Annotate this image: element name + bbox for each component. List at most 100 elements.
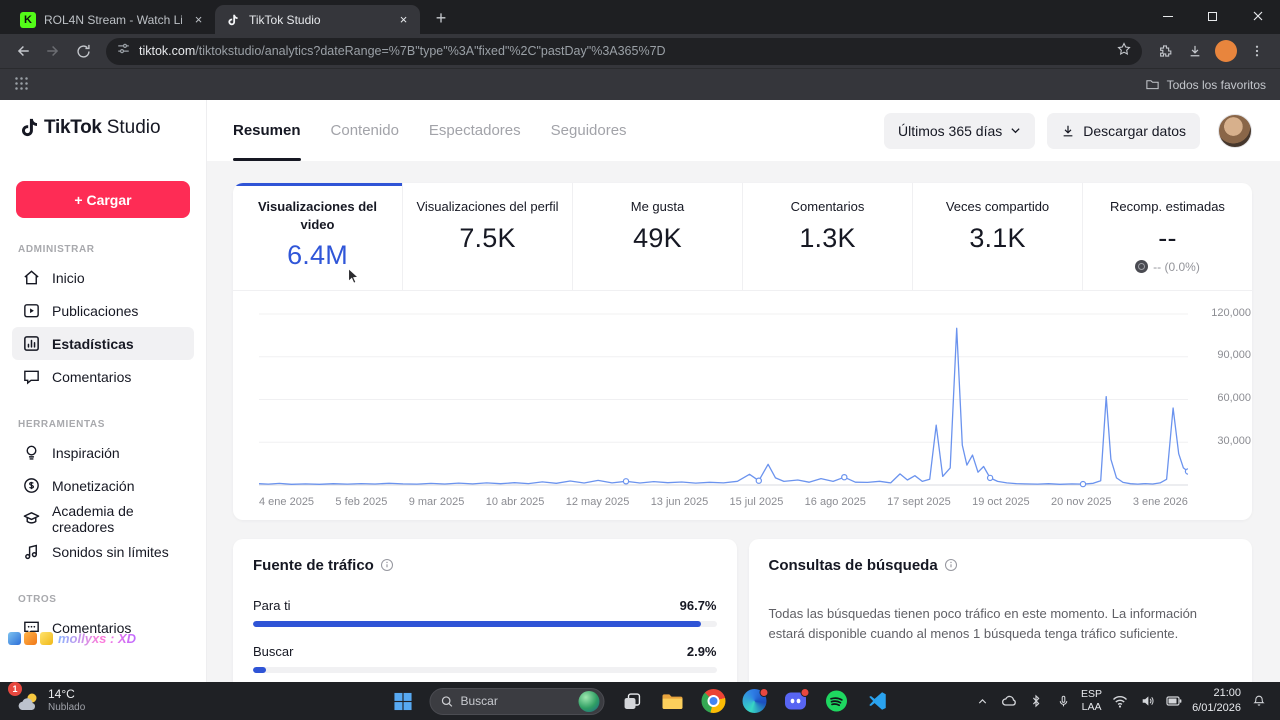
browser-menu-icon[interactable]	[1244, 38, 1270, 64]
tiktok-studio-logo[interactable]: TikTok Studio	[18, 116, 190, 139]
browser-profile-avatar[interactable]	[1215, 40, 1237, 62]
start-button[interactable]	[389, 687, 417, 715]
task-view-button[interactable]	[618, 687, 646, 715]
url-bar[interactable]: tiktok.com/tiktokstudio/analytics?dateRa…	[106, 38, 1142, 65]
notification-badge-dot	[760, 688, 769, 697]
info-icon[interactable]	[380, 558, 394, 572]
metric-card-shares[interactable]: Veces compartido 3.1K	[912, 183, 1082, 290]
academy-icon	[21, 509, 41, 529]
tray-expand-icon[interactable]	[973, 687, 991, 715]
extensions-icon[interactable]	[1152, 38, 1178, 64]
chevron-down-icon	[1010, 125, 1021, 136]
x-axis-ticks: 4 ene 2025 5 feb 2025 9 mar 2025 10 abr …	[259, 496, 1188, 508]
sidebar-item-monetizacion[interactable]: Monetización	[12, 469, 194, 502]
back-button[interactable]	[10, 38, 36, 64]
sidebar-item-sonidos[interactable]: Sonidos sin límites	[12, 535, 194, 568]
home-icon	[21, 268, 41, 288]
tab-seguidores[interactable]: Seguidores	[551, 100, 627, 161]
download-data-button[interactable]: Descargar datos	[1047, 113, 1200, 149]
x-axis-tick: 19 oct 2025	[972, 496, 1030, 508]
watermark-emoji-3	[40, 632, 53, 645]
bookmark-star-icon[interactable]	[1116, 41, 1132, 62]
window-minimize-button[interactable]	[1145, 0, 1190, 32]
discord-app-button[interactable]	[782, 687, 810, 715]
traffic-value: 96.7%	[680, 598, 717, 613]
taskbar-clock[interactable]: 21:00 6/01/2026	[1192, 686, 1241, 716]
sidebar-item-label: Publicaciones	[52, 303, 138, 319]
microphone-icon[interactable]	[1054, 687, 1072, 715]
chrome-app-button[interactable]	[700, 687, 728, 715]
x-axis-tick: 20 nov 2025	[1051, 496, 1112, 508]
sidebar-item-inspiracion[interactable]: Inspiración	[12, 436, 194, 469]
site-settings-icon[interactable]	[116, 41, 131, 61]
tab-espectadores[interactable]: Espectadores	[429, 100, 521, 161]
new-tab-button[interactable]: +	[428, 5, 454, 31]
traffic-row-buscar[interactable]: Buscar 2.9%	[253, 644, 717, 659]
metric-card-comments[interactable]: Comentarios 1.3K	[742, 183, 912, 290]
tab-contenido[interactable]: Contenido	[331, 100, 399, 161]
forward-button[interactable]	[40, 38, 66, 64]
traffic-source-card: Fuente de tráfico Para ti 96.7% Buscar 2…	[233, 539, 737, 682]
browser-tabstrip: K ROL4N Stream - Watch Live on × TikTok …	[0, 0, 1280, 34]
edge-app-button[interactable]	[741, 687, 769, 715]
traffic-label: Para ti	[253, 598, 291, 613]
info-icon[interactable]	[944, 558, 958, 572]
bookmarks-bar: Todos los favoritos	[0, 68, 1280, 100]
metric-label: Visualizaciones del perfil	[409, 198, 566, 216]
windows-logo-icon	[393, 692, 412, 711]
views-line-chart[interactable]: 120,000 90,000 60,000 30,000 4 ene 2025 …	[233, 291, 1252, 520]
search-label: Buscar	[461, 694, 572, 708]
sidebar-item-inicio[interactable]: Inicio	[12, 261, 194, 294]
browser-tab-tiktok-studio[interactable]: TikTok Studio ×	[215, 5, 420, 34]
browser-tab-kick[interactable]: K ROL4N Stream - Watch Live on ×	[10, 5, 215, 34]
sidebar-item-publicaciones[interactable]: Publicaciones	[12, 294, 194, 327]
notification-bell-icon[interactable]	[1250, 687, 1268, 715]
analytics-header: Resumen Contenido Espectadores Seguidore…	[207, 100, 1280, 161]
sidebar-item-estadisticas[interactable]: Estadísticas	[12, 327, 194, 360]
search-highlight-image[interactable]	[579, 691, 600, 712]
apps-grid-icon[interactable]	[14, 76, 29, 94]
traffic-source-title: Fuente de tráfico	[253, 557, 374, 574]
language-indicator[interactable]: ESP LAA	[1081, 688, 1102, 714]
metric-card-likes[interactable]: Me gusta 49K	[572, 183, 742, 290]
volume-icon[interactable]	[1138, 687, 1156, 715]
sidebar-item-academia[interactable]: Academia de creadores	[12, 502, 194, 535]
all-bookmarks-button[interactable]: Todos los favoritos	[1145, 77, 1266, 92]
section-label-administrar: ADMINISTRAR	[18, 244, 188, 255]
metric-label: Visualizaciones del video	[257, 198, 379, 233]
metric-value: 1.3K	[749, 223, 906, 254]
taskbar-weather-widget[interactable]: 1 14°C Nublado	[10, 685, 91, 717]
bluetooth-icon[interactable]	[1027, 687, 1045, 715]
tab-close-icon[interactable]: ×	[190, 11, 207, 28]
battery-icon[interactable]	[1165, 687, 1183, 715]
tab-close-icon[interactable]: ×	[395, 11, 412, 28]
metric-card-video-views[interactable]: Visualizaciones del video 6.4M	[233, 183, 402, 290]
reload-button[interactable]	[70, 38, 96, 64]
chart-plot[interactable]	[259, 309, 1188, 489]
metric-card-profile-views[interactable]: Visualizaciones del perfil 7.5K	[402, 183, 572, 290]
sidebar-item-comentarios[interactable]: Comentarios	[12, 360, 194, 393]
traffic-row-para-ti[interactable]: Para ti 96.7%	[253, 598, 717, 613]
analytics-content: Visualizaciones del video 6.4M Visualiza…	[207, 161, 1280, 682]
downloads-icon[interactable]	[1182, 38, 1208, 64]
spotify-app-button[interactable]	[823, 687, 851, 715]
vscode-app-button[interactable]	[864, 687, 892, 715]
onedrive-cloud-icon[interactable]	[1000, 687, 1018, 715]
lightbulb-icon	[21, 443, 41, 463]
upload-button[interactable]: + Cargar	[16, 181, 190, 218]
watermark-emoji-1	[8, 632, 21, 645]
traffic-value: 2.9%	[687, 644, 717, 659]
window-close-button[interactable]	[1235, 0, 1280, 32]
x-axis-tick: 4 ene 2025	[259, 496, 314, 508]
metric-card-estimated-rewards[interactable]: Recomp. estimadas -- -- (0.0%)	[1082, 183, 1252, 290]
taskbar-search-box[interactable]: Buscar	[430, 688, 605, 715]
taskbar-time: 21:00	[1192, 686, 1241, 701]
logo-text-studio: Studio	[107, 117, 161, 139]
file-explorer-button[interactable]	[659, 687, 687, 715]
window-maximize-button[interactable]	[1190, 0, 1235, 32]
wifi-icon[interactable]	[1111, 687, 1129, 715]
metric-value: 49K	[579, 223, 736, 254]
tab-resumen[interactable]: Resumen	[233, 100, 301, 161]
date-range-button[interactable]: Últimos 365 días	[884, 113, 1035, 149]
user-avatar[interactable]	[1218, 114, 1252, 148]
